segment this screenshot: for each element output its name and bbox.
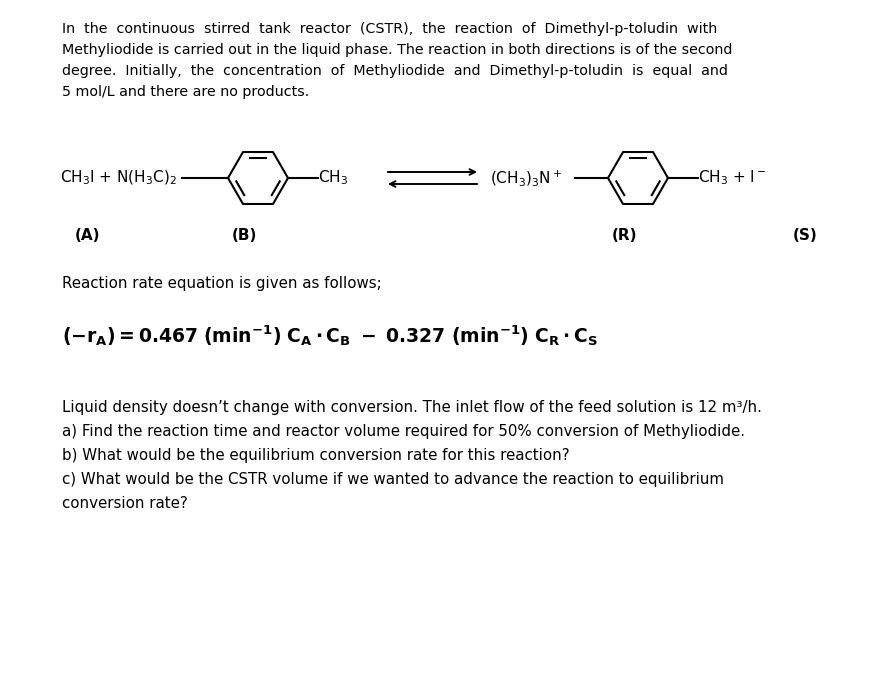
- Text: Reaction rate equation is given as follows;: Reaction rate equation is given as follo…: [62, 276, 381, 291]
- Text: degree.  Initially,  the  concentration  of  Methyliodide  and  Dimethyl-p-tolud: degree. Initially, the concentration of …: [62, 64, 728, 78]
- Text: c) What would be the CSTR volume if we wanted to advance the reaction to equilib: c) What would be the CSTR volume if we w…: [62, 472, 724, 487]
- Text: b) What would be the equilibrium conversion rate for this reaction?: b) What would be the equilibrium convers…: [62, 448, 570, 463]
- Text: CH$_3$ + I$^-$: CH$_3$ + I$^-$: [698, 168, 766, 187]
- Text: a) Find the reaction time and reactor volume required for 50% conversion of Meth: a) Find the reaction time and reactor vo…: [62, 424, 745, 439]
- Text: Methyliodide is carried out in the liquid phase. The reaction in both directions: Methyliodide is carried out in the liqui…: [62, 43, 733, 57]
- Text: $\mathbf{(-r_A) = 0.467\ (min^{-1})\ C_A \cdot C_B\ -\ 0.327\ (min^{-1})\ C_R \c: $\mathbf{(-r_A) = 0.467\ (min^{-1})\ C_A…: [62, 323, 598, 348]
- Text: Liquid density doesn’t change with conversion. The inlet flow of the feed soluti: Liquid density doesn’t change with conve…: [62, 400, 762, 415]
- Text: In  the  continuous  stirred  tank  reactor  (CSTR),  the  reaction  of  Dimethy: In the continuous stirred tank reactor (…: [62, 22, 717, 36]
- Text: (CH$_3$)$_3$N$^+$: (CH$_3$)$_3$N$^+$: [490, 168, 562, 188]
- Text: (B): (B): [232, 228, 258, 243]
- Text: conversion rate?: conversion rate?: [62, 496, 188, 511]
- Text: (S): (S): [793, 228, 818, 243]
- Text: 5 mol/L and there are no products.: 5 mol/L and there are no products.: [62, 85, 309, 99]
- Text: (A): (A): [75, 228, 100, 243]
- Text: CH$_3$I + N(H$_3$C)$_2$: CH$_3$I + N(H$_3$C)$_2$: [60, 169, 177, 187]
- Text: CH$_3$: CH$_3$: [318, 168, 348, 187]
- Text: (R): (R): [612, 228, 637, 243]
